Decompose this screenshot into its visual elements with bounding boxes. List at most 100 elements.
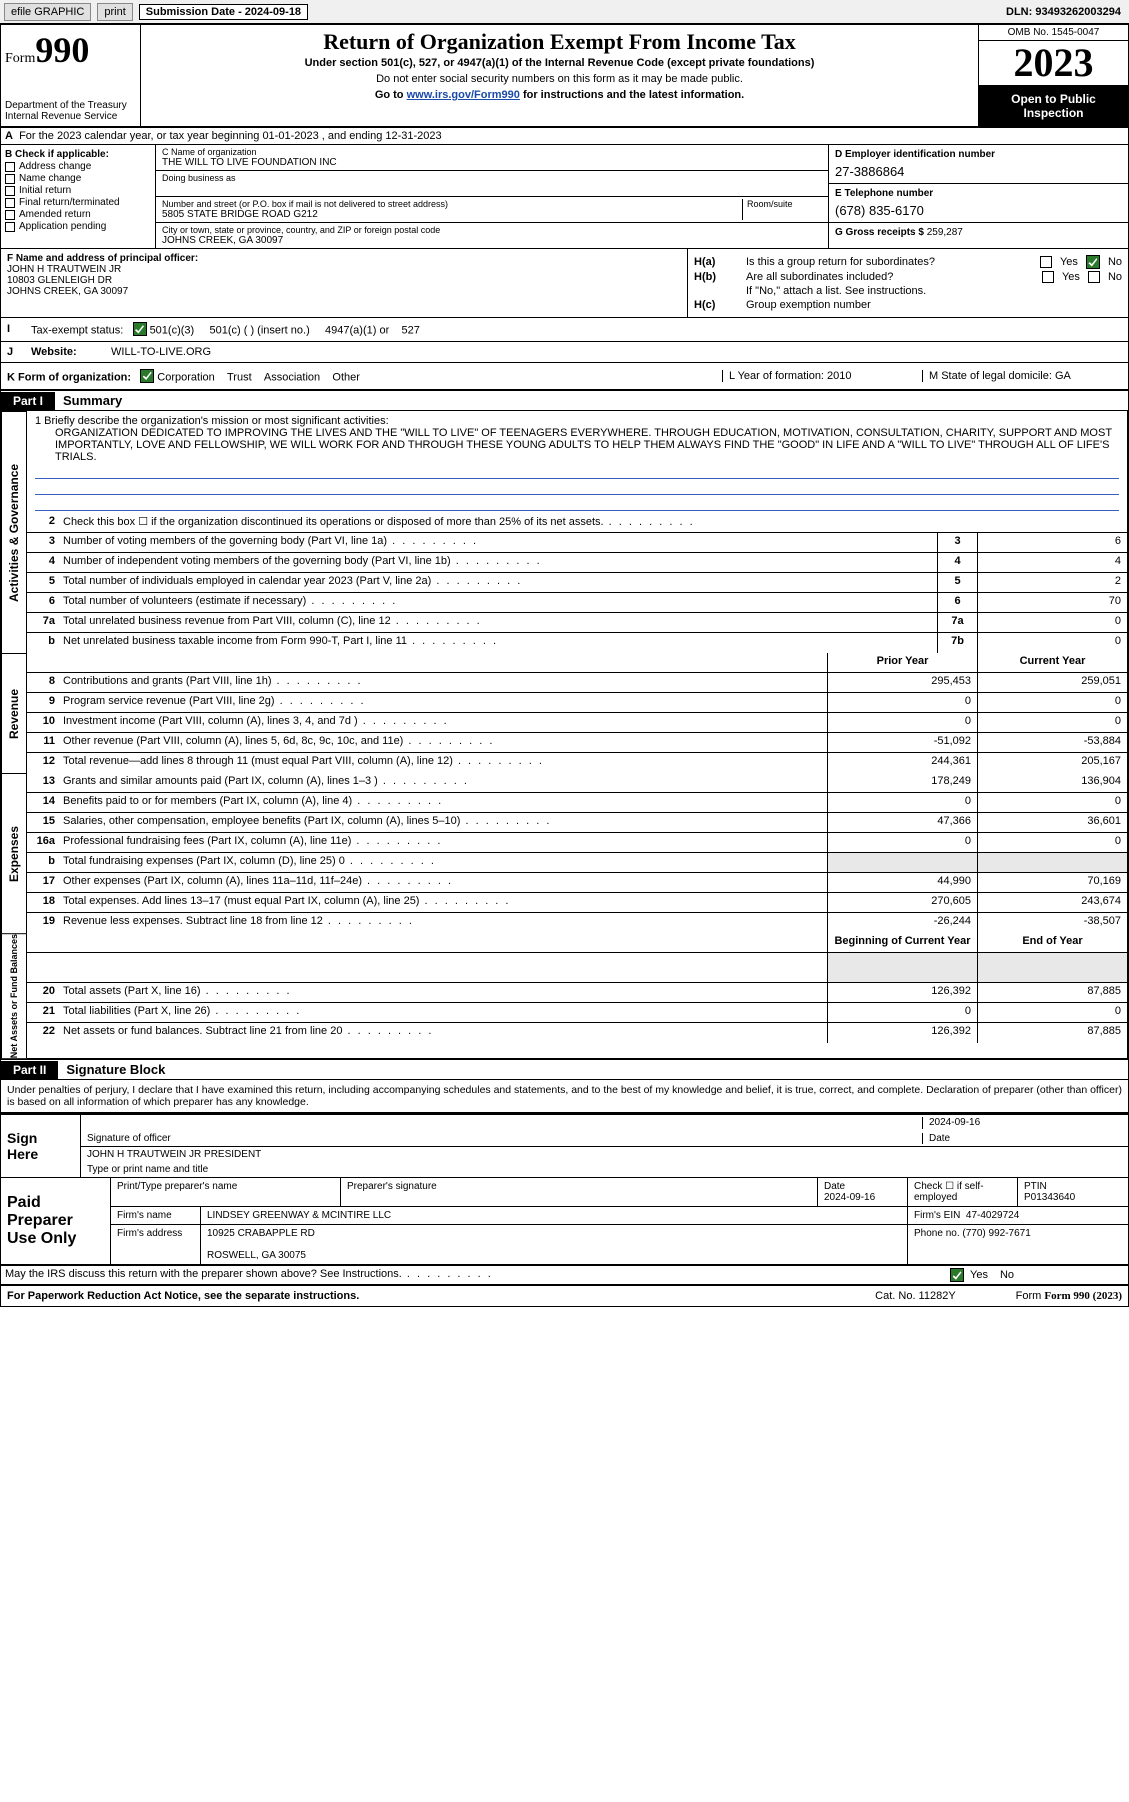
chk-final-return[interactable]: Final return/terminated — [5, 197, 151, 208]
street-address: 5805 STATE BRIDGE ROAD G212 — [162, 209, 742, 220]
b-title: B Check if applicable: — [5, 149, 151, 160]
shaded-cell — [977, 953, 1127, 982]
current-val: 70,169 — [977, 873, 1127, 892]
form-header: Form990 Department of the Treasury Inter… — [1, 25, 1128, 128]
line-desc: Total number of volunteers (estimate if … — [59, 593, 937, 612]
prior-val: 126,392 — [827, 1023, 977, 1043]
discuss-yes-checkbox[interactable] — [950, 1268, 964, 1282]
current-val: 0 — [977, 793, 1127, 812]
line-desc: Net assets or fund balances. Subtract li… — [59, 1023, 827, 1043]
dept-treasury: Department of the Treasury Internal Reve… — [5, 100, 136, 122]
line-desc: Total expenses. Add lines 13–17 (must eq… — [59, 893, 827, 912]
mission-line — [35, 465, 1119, 479]
tel-value: (678) 835-6170 — [835, 199, 1122, 218]
row-15: 15 Salaries, other compensation, employe… — [27, 813, 1127, 833]
goto-pre: Go to — [375, 89, 407, 101]
sig-officer-label: Signature of officer — [87, 1133, 922, 1144]
part-i-header-row: Part I Summary — [1, 391, 1128, 411]
efile-button[interactable]: efile GRAPHIC — [4, 3, 91, 21]
ha-text: Is this a group return for subordinates? — [746, 256, 1040, 268]
h-c-row: H(c)Group exemption number — [694, 299, 1122, 311]
prior-val: 0 — [827, 793, 977, 812]
hb-yes-checkbox[interactable] — [1042, 271, 1054, 283]
gov-row-6: 6 Total number of volunteers (estimate i… — [27, 593, 1127, 613]
current-year-hdr: Current Year — [977, 653, 1127, 672]
hc-text: Group exemption number — [746, 299, 1122, 311]
form-990-num: 990 — [35, 30, 89, 70]
mission-block: 1 Briefly describe the organization's mi… — [27, 411, 1127, 513]
self-emp-hdr: Check ☐ if self-employed — [908, 1178, 1018, 1206]
line-num: 8 — [27, 673, 59, 692]
line-desc: Grants and similar amounts paid (Part IX… — [59, 773, 827, 792]
hb-no-checkbox[interactable] — [1088, 271, 1100, 283]
mission-text: ORGANIZATION DEDICATED TO IMPROVING THE … — [35, 427, 1119, 463]
chk-address-change[interactable]: Address change — [5, 161, 151, 172]
line-val: 0 — [977, 613, 1127, 632]
row-20: 20 Total assets (Part X, line 16) 126,39… — [27, 983, 1127, 1003]
opt-4947: 4947(a)(1) or — [325, 325, 389, 337]
chk-name-change[interactable]: Name change — [5, 173, 151, 184]
chk-label: Name change — [19, 173, 81, 184]
line-num: b — [27, 853, 59, 872]
row-j-website: J Website: WILL-TO-LIVE.ORG — [1, 342, 1128, 363]
chk-initial-return[interactable]: Initial return — [5, 185, 151, 196]
line-desc: Number of independent voting members of … — [59, 553, 937, 572]
omb-number: OMB No. 1545-0047 — [979, 25, 1128, 41]
line-num: 18 — [27, 893, 59, 912]
yes-label: Yes — [970, 1269, 988, 1281]
header-left: Form990 Department of the Treasury Inter… — [1, 25, 141, 126]
officer-name: JOHN H TRAUTWEIN JR — [7, 264, 681, 275]
room-label: Room/suite — [747, 199, 822, 209]
tax-year-range: For the 2023 calendar year, or tax year … — [19, 130, 442, 142]
line-desc: Benefits paid to or for members (Part IX… — [59, 793, 827, 812]
row-14: 14 Benefits paid to or for members (Part… — [27, 793, 1127, 813]
line-num: 12 — [27, 753, 59, 773]
prep-l2: Preparer — [7, 1212, 104, 1230]
ha-yes-checkbox[interactable] — [1040, 256, 1052, 268]
prior-val: 47,366 — [827, 813, 977, 832]
corp-checkbox[interactable] — [140, 369, 154, 383]
line-val: 2 — [977, 573, 1127, 592]
chk-amended[interactable]: Amended return — [5, 209, 151, 220]
ha-no-checkbox[interactable] — [1086, 255, 1100, 269]
line-ref: 7a — [937, 613, 977, 632]
state-domicile: M State of legal domicile: GA — [922, 370, 1122, 382]
line-num: 4 — [27, 553, 59, 572]
gov-row-2: 2 Check this box ☐ if the organization d… — [27, 513, 1127, 533]
chk-app-pending[interactable]: Application pending — [5, 221, 151, 232]
firm-phone-cell: Phone no. (770) 992-7671 — [908, 1225, 1128, 1264]
line-num: 6 — [27, 593, 59, 612]
line-desc: Professional fundraising fees (Part IX, … — [59, 833, 827, 852]
opt-assoc: Association — [264, 371, 320, 383]
form-ref: Form Form 990 (2023) — [1016, 1290, 1122, 1302]
prior-val: 244,361 — [827, 753, 977, 773]
line-ref: 7b — [937, 633, 977, 653]
irs-link[interactable]: www.irs.gov/Form990 — [407, 89, 520, 101]
firm-ein: 47-4029724 — [966, 1210, 1019, 1221]
firm-ein-cell: Firm's EIN 47-4029724 — [908, 1207, 1128, 1224]
expenses-section: Expenses 13 Grants and similar amounts p… — [1, 773, 1128, 933]
row-11: 11 Other revenue (Part VIII, column (A),… — [27, 733, 1127, 753]
print-button[interactable]: print — [97, 3, 132, 21]
row-22: 22 Net assets or fund balances. Subtract… — [27, 1023, 1127, 1043]
col-headers-revenue: Prior Year Current Year — [27, 653, 1127, 673]
h-b-row: H(b)Are all subordinates included? YesNo — [694, 271, 1122, 283]
goto-post: for instructions and the latest informat… — [520, 89, 744, 101]
opt-501c3: 501(c)(3) — [150, 325, 195, 337]
goto-line: Go to www.irs.gov/Form990 for instructio… — [149, 89, 970, 101]
dln: DLN: 93493262003294 — [1006, 6, 1125, 18]
tel-cell: E Telephone number (678) 835-6170 — [829, 184, 1128, 223]
501c3-checkbox[interactable] — [133, 322, 147, 336]
line-val: 70 — [977, 593, 1127, 612]
line-desc: Number of voting members of the governin… — [59, 533, 937, 552]
opt-other: Other — [332, 371, 360, 383]
topbar: efile GRAPHIC print Submission Date - 20… — [0, 0, 1129, 24]
prior-val: 126,392 — [827, 983, 977, 1002]
org-name: THE WILL TO LIVE FOUNDATION INC — [162, 157, 822, 168]
opt-trust: Trust — [227, 371, 252, 383]
side-revenue: Revenue — [1, 653, 27, 773]
line-val: 6 — [977, 533, 1127, 552]
prep-addr-row: Firm's address 10925 CRABAPPLE RDROSWELL… — [111, 1225, 1128, 1264]
prior-val: 295,453 — [827, 673, 977, 692]
addr-label: Number and street (or P.O. box if mail i… — [162, 199, 742, 209]
